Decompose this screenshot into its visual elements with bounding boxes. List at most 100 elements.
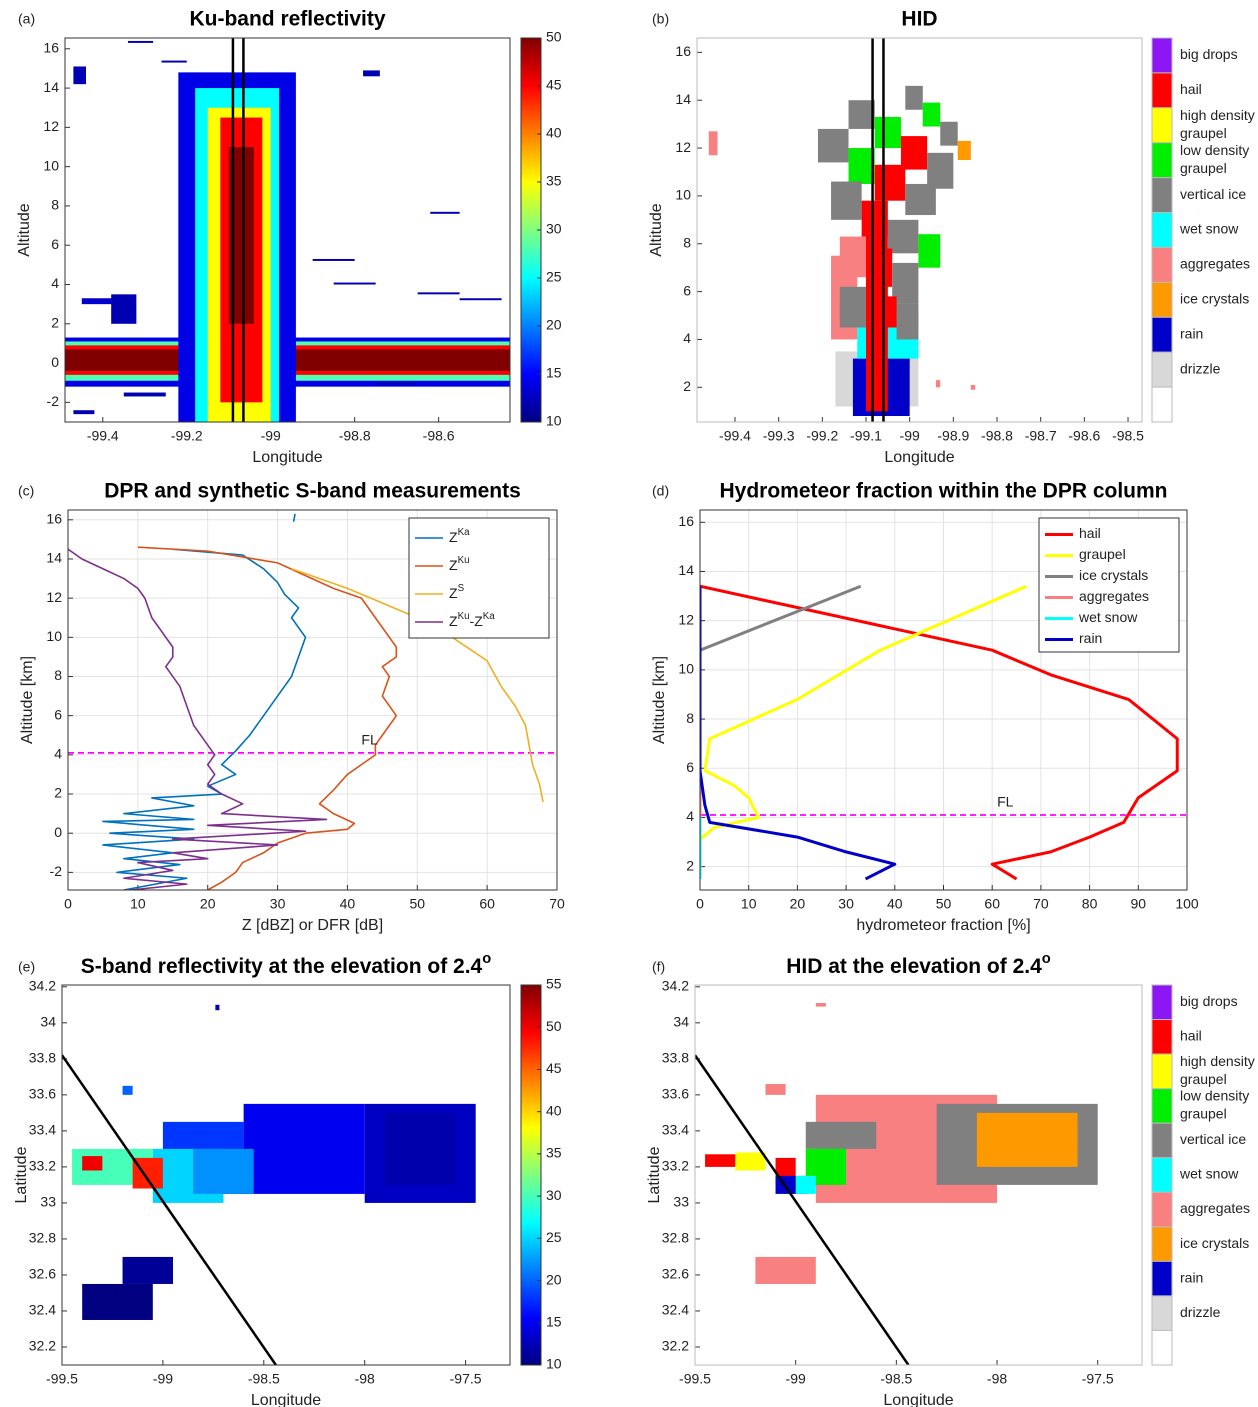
class-swatch bbox=[1151, 1191, 1173, 1228]
cell bbox=[81, 298, 124, 305]
y-tick-label: 12 bbox=[43, 118, 59, 134]
x-tick-label: -99.4 bbox=[719, 428, 751, 444]
cell bbox=[243, 1103, 365, 1194]
colorbar-tick-label: 55 bbox=[546, 976, 562, 992]
x-tick-label: 40 bbox=[340, 896, 356, 912]
cell bbox=[111, 294, 137, 324]
class-label: drizzle bbox=[1180, 360, 1221, 376]
panel-label: (e) bbox=[18, 959, 35, 975]
track-line bbox=[695, 1054, 910, 1365]
y-tick-label: 33.4 bbox=[662, 1122, 689, 1138]
class-swatch bbox=[1151, 1053, 1173, 1090]
class-label: ice crystals bbox=[1180, 1235, 1249, 1251]
chart-title: Hydrometeor fraction within the DPR colu… bbox=[719, 480, 1167, 503]
cell bbox=[705, 1154, 736, 1167]
panel: (a) Ku-band reflectivity -99.4 -99.2 -99 -98.… bbox=[16, 8, 562, 467]
y-tick-label: 4 bbox=[683, 330, 691, 346]
y-tick-label: 14 bbox=[46, 550, 62, 566]
y-tick-label: 16 bbox=[46, 510, 62, 526]
panel-label: (d) bbox=[652, 483, 669, 499]
y-tick-label: 10 bbox=[43, 157, 59, 173]
plot-frame bbox=[67, 509, 558, 891]
y-tick-label: 8 bbox=[683, 234, 691, 250]
series-line bbox=[700, 584, 1179, 881]
cell bbox=[82, 1156, 103, 1171]
y-tick-label: 0 bbox=[51, 354, 59, 370]
legend-label: ZKa bbox=[449, 527, 470, 545]
colorbar-tick-label: 10 bbox=[546, 1356, 562, 1372]
cell bbox=[123, 392, 166, 397]
class-swatch bbox=[1151, 351, 1173, 388]
cell bbox=[817, 128, 849, 163]
colorbar-tick-label: 40 bbox=[546, 1102, 562, 1118]
cell bbox=[755, 1256, 816, 1284]
class-label: rain bbox=[1180, 325, 1203, 341]
x-tick-label: -98.6 bbox=[423, 428, 455, 444]
panel: (e) S-band reflectivity at the elevation … bbox=[13, 951, 562, 1407]
cell bbox=[831, 181, 862, 220]
x-tick-label: 50 bbox=[936, 896, 952, 912]
cell bbox=[805, 1121, 877, 1149]
class-label: vertical ice bbox=[1180, 186, 1246, 202]
legend-label: ZS bbox=[449, 583, 465, 601]
class-swatch bbox=[1151, 1122, 1173, 1159]
cell bbox=[848, 148, 875, 184]
class-swatch bbox=[1151, 281, 1173, 318]
cell bbox=[312, 258, 355, 261]
y-tick-label: 33.6 bbox=[29, 1086, 56, 1102]
plot-area bbox=[708, 38, 976, 422]
colorbar-tick-label: 45 bbox=[546, 77, 562, 93]
x-tick-label: 0 bbox=[64, 896, 72, 912]
class-label: aggregates bbox=[1180, 256, 1250, 272]
y-tick-label: 33.2 bbox=[29, 1158, 56, 1174]
class-swatch bbox=[1151, 72, 1173, 109]
y-tick-label: 34.2 bbox=[662, 978, 689, 994]
chart-title: DPR and synthetic S-band measurements bbox=[104, 480, 521, 503]
legend-label: graupel bbox=[1079, 546, 1126, 562]
x-tick-label: -98.7 bbox=[1025, 428, 1057, 444]
series-line bbox=[137, 546, 398, 890]
class-label: big drops bbox=[1180, 993, 1238, 1009]
y-tick-label: 0 bbox=[54, 824, 62, 840]
y-axis-label: Latitude bbox=[646, 1146, 663, 1203]
x-tick-label: -98.6 bbox=[1068, 428, 1100, 444]
plot-frame bbox=[64, 37, 511, 423]
legend-label: aggregates bbox=[1079, 588, 1149, 604]
cell bbox=[866, 296, 897, 328]
cell bbox=[417, 292, 460, 295]
x-tick-label: -99 bbox=[261, 428, 281, 444]
panel: (f) HID at the elevation of 2.4o -99.5 -99 -… bbox=[646, 951, 1255, 1407]
y-tick-label: 32.4 bbox=[29, 1302, 56, 1318]
text-part: -Z bbox=[470, 613, 484, 629]
y-tick-label: 12 bbox=[46, 589, 62, 605]
text-part: o bbox=[1042, 951, 1051, 967]
y-tick-label: 14 bbox=[678, 562, 694, 578]
x-axis-label: Longitude bbox=[251, 1392, 321, 1407]
legend-box bbox=[1038, 517, 1180, 653]
legend-label: ice crystals bbox=[1079, 567, 1148, 583]
y-tick-label: 33.6 bbox=[662, 1086, 689, 1102]
cell bbox=[874, 116, 901, 149]
cell bbox=[905, 183, 936, 216]
y-tick-label: 32.2 bbox=[662, 1338, 689, 1354]
class-label: low density bbox=[1180, 142, 1249, 158]
plot-frame bbox=[61, 984, 511, 1366]
cell bbox=[848, 100, 875, 129]
x-tick-label: -98.8 bbox=[339, 428, 371, 444]
x-tick-label: 20 bbox=[790, 896, 806, 912]
x-tick-label: -98 bbox=[987, 1371, 1007, 1387]
cell bbox=[735, 1152, 766, 1171]
x-axis-label: hydrometeor fraction [%] bbox=[856, 917, 1030, 934]
y-tick-label: 33 bbox=[40, 1194, 56, 1210]
panel: (b) HID-99.4 -99.3 -99.2 -99.1 -99 -98.9 -98.8-… bbox=[648, 8, 1255, 467]
y-axis-label: Altitude [km] bbox=[651, 656, 668, 744]
y-tick-label: 10 bbox=[678, 661, 694, 677]
panel-label: (a) bbox=[18, 11, 35, 27]
colorbar-tick-label: 50 bbox=[546, 29, 562, 45]
x-tick-label: -99.3 bbox=[763, 428, 795, 444]
series-line bbox=[68, 548, 328, 890]
text-part: Z bbox=[449, 529, 458, 545]
colorbar-tick-label: 40 bbox=[546, 125, 562, 141]
y-tick-label: 33.4 bbox=[29, 1122, 56, 1138]
y-tick-label: 12 bbox=[675, 139, 691, 155]
